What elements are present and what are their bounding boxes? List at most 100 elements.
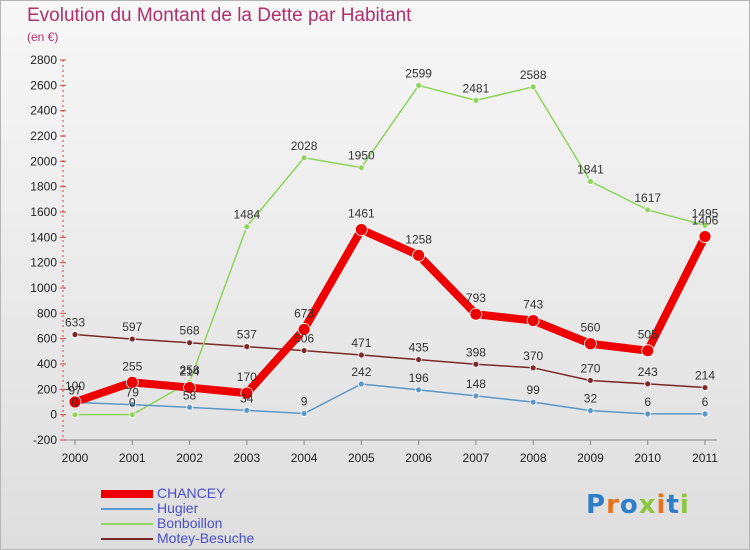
y-tick-label: 2000 (30, 154, 57, 168)
data-point-hugier (644, 410, 652, 418)
data-label-motey-besuche: 398 (466, 345, 486, 359)
chart-title: Evolution du Montant de la Dette par Hab… (27, 5, 412, 26)
y-tick-label: 2600 (30, 78, 57, 92)
data-point-motey-besuche (300, 347, 308, 354)
x-tick-label: 2003 (233, 451, 260, 465)
data-label-bonboillon: 2481 (463, 81, 490, 95)
legend-swatch (101, 508, 153, 510)
data-point-motey-besuche (71, 331, 79, 338)
data-point-motey-besuche (644, 380, 652, 388)
data-point-bonboillon (128, 411, 136, 419)
data-point-bonboillon (243, 223, 251, 231)
data-point-chancey (68, 395, 82, 409)
data-point-hugier (300, 410, 308, 417)
data-label-chancey: 1406 (692, 214, 719, 228)
data-point-motey-besuche (587, 377, 594, 384)
y-tick-label: 1000 (30, 281, 57, 295)
data-label-chancey: 793 (466, 291, 486, 305)
data-label-chancey: 560 (580, 321, 600, 335)
chart-subtitle: (en €) (27, 30, 59, 44)
data-point-motey-besuche (701, 384, 709, 391)
legend-swatch (101, 490, 153, 498)
data-label-bonboillon: 1495 (692, 206, 719, 220)
axes: -200020040060080010001200140016001800200… (30, 53, 718, 465)
data-label-motey-besuche: 270 (580, 361, 600, 375)
data-label-chancey: 170 (237, 370, 257, 384)
data-label-hugier: 6 (702, 395, 709, 409)
data-label-bonboillon: 0 (129, 396, 136, 410)
data-label-motey-besuche: 568 (180, 324, 200, 338)
data-label-motey-besuche: 597 (122, 320, 142, 334)
series-line-motey-besuche (74, 333, 706, 389)
y-tick-label: 1600 (30, 205, 57, 219)
data-point-motey-besuche (357, 351, 365, 359)
data-point-hugier (587, 407, 594, 415)
legend-swatch (101, 523, 153, 525)
data-label-chancey: 505 (638, 328, 658, 342)
x-tick-label: 2004 (291, 451, 318, 465)
data-label-chancey: 673 (294, 306, 314, 320)
x-tick-label: 2007 (463, 451, 490, 465)
series-layer (68, 82, 712, 419)
data-point-chancey (125, 375, 139, 389)
y-tick-label: 1400 (30, 230, 57, 244)
data-point-bonboillon (644, 206, 652, 214)
data-point-chancey (641, 344, 655, 358)
y-tick-label: 400 (37, 357, 57, 371)
data-point-chancey (240, 386, 254, 400)
data-point-chancey (584, 337, 597, 351)
data-label-bonboillon: 1484 (233, 208, 260, 222)
data-label-hugier: 58 (183, 388, 197, 402)
y-tick-label: 1200 (30, 256, 57, 270)
data-point-hugier (243, 406, 251, 414)
data-label-bonboillon: 258 (180, 363, 200, 377)
data-point-hugier (701, 410, 709, 418)
data-label-motey-besuche: 370 (523, 349, 543, 363)
data-point-chancey (526, 314, 540, 327)
data-point-bonboillon (71, 411, 79, 419)
data-point-hugier (357, 380, 365, 388)
data-label-motey-besuche: 214 (695, 369, 715, 383)
series-line-bonboillon (74, 84, 706, 416)
data-point-hugier (472, 392, 480, 400)
data-point-bonboillon (529, 83, 537, 91)
data-label-hugier: 9 (301, 395, 308, 409)
x-tick-label: 2006 (405, 451, 432, 465)
data-point-chancey (354, 223, 368, 237)
data-point-chancey (469, 307, 483, 321)
y-tick-label: 1800 (30, 180, 57, 194)
legend-label: Motey-Besuche (157, 530, 255, 546)
data-label-hugier: 34 (240, 391, 254, 405)
x-tick-label: 2000 (62, 451, 89, 465)
data-label-hugier: 32 (584, 392, 598, 406)
data-point-bonboillon (357, 164, 365, 172)
data-label-chancey: 743 (523, 298, 543, 312)
y-tick-label: 600 (37, 332, 57, 346)
legend-label: Hugier (157, 500, 199, 516)
data-label-chancey: 1258 (405, 232, 432, 246)
data-point-bonboillon (587, 178, 594, 185)
data-point-chancey (297, 323, 311, 336)
data-label-motey-besuche: 633 (65, 315, 85, 329)
y-tick-label: 0 (50, 408, 57, 422)
y-tick-label: -200 (33, 433, 57, 447)
x-tick-label: 2011 (692, 451, 718, 465)
data-label-motey-besuche: 471 (351, 336, 371, 350)
data-point-bonboillon (415, 82, 423, 89)
data-point-motey-besuche (472, 360, 480, 368)
data-point-bonboillon (472, 97, 480, 104)
data-label-hugier: 99 (527, 383, 541, 397)
data-point-chancey (698, 230, 712, 243)
x-tick-label: 2008 (520, 451, 547, 465)
data-label-bonboillon: 0 (72, 396, 79, 410)
data-point-bonboillon (300, 154, 308, 162)
legend-label: Bonboillon (157, 515, 223, 531)
data-point-bonboillon (701, 221, 709, 229)
y-tick-label: 2400 (30, 104, 57, 118)
y-tick-label: 200 (37, 382, 57, 396)
x-tick-label: 2009 (577, 451, 604, 465)
legend-label: CHANCEY (157, 485, 226, 501)
data-labels: 633 597 568 537 506 471 435 398 370 270 243 214 0 0 25… (65, 66, 719, 409)
data-label-chancey: 100 (65, 379, 85, 393)
legend-swatch (101, 538, 153, 540)
